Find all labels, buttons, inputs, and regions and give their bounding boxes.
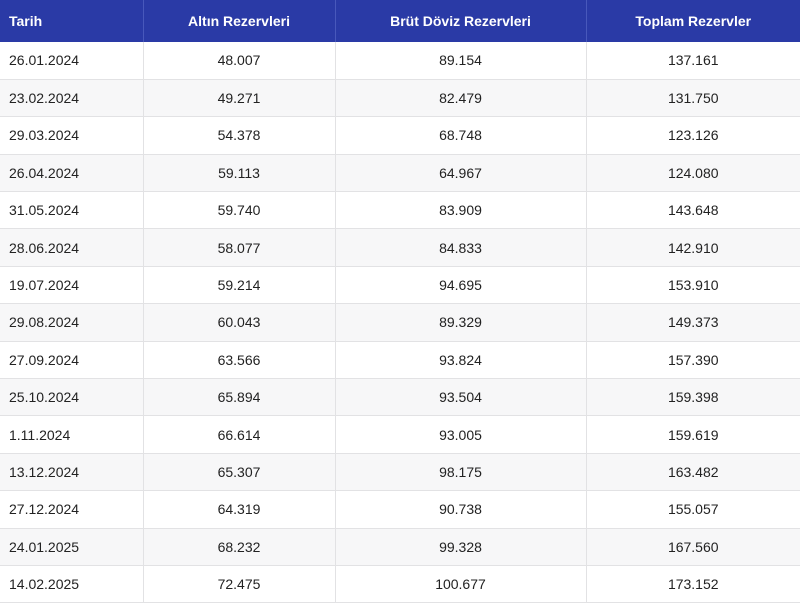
gold-reserves-cell: 65.307 [143, 453, 336, 492]
total-reserves-cell: 123.126 [586, 116, 800, 155]
gold-reserves-cell: 72.475 [143, 565, 336, 604]
date-cell: 13.12.2024 [0, 453, 144, 492]
total-reserves-cell: 167.560 [586, 528, 800, 566]
date-cell: 27.09.2024 [0, 341, 144, 380]
gross-fx-reserves-cell: 94.695 [335, 266, 587, 305]
gross-fx-reserves-cell: 89.329 [335, 303, 587, 342]
table-row: 26.04.2024 59.113 64.967 124.080 [0, 154, 800, 193]
total-reserves-cell: 155.057 [586, 490, 800, 529]
date-cell: 31.05.2024 [0, 191, 144, 230]
total-reserves-cell: 159.619 [586, 415, 800, 454]
total-reserves-cell: 159.398 [586, 378, 800, 417]
total-reserves-cell: 157.390 [586, 341, 800, 380]
gold-reserves-cell: 48.007 [143, 42, 336, 80]
date-cell: 1.11.2024 [0, 415, 144, 454]
total-reserves-cell: 137.161 [586, 42, 800, 80]
table-body: 26.01.2024 48.007 89.154 137.161 23.02.2024 4… [0, 42, 800, 604]
gross-fx-reserves-cell: 98.175 [335, 453, 587, 492]
table-header: Tarih Altın Rezervleri Brüt Döviz Rezerv… [0, 0, 800, 42]
table-row: 29.03.2024 54.378 68.748 123.126 [0, 116, 800, 155]
date-cell: 27.12.2024 [0, 490, 144, 529]
gross-fx-reserves-cell: 64.967 [335, 154, 587, 193]
table-row: 24.01.2025 68.232 99.328 167.560 [0, 528, 800, 566]
date-cell: 25.10.2024 [0, 378, 144, 417]
total-reserves-cell: 153.910 [586, 266, 800, 305]
table-row: 13.12.2024 65.307 98.175 163.482 [0, 453, 800, 492]
gold-reserves-cell: 58.077 [143, 228, 336, 267]
gold-reserves-cell: 68.232 [143, 528, 336, 566]
date-cell: 23.02.2024 [0, 79, 144, 118]
date-cell: 14.02.2025 [0, 565, 144, 604]
gold-reserves-cell: 54.378 [143, 116, 336, 155]
gross-fx-reserves-cell: 89.154 [335, 42, 587, 80]
table-row: 25.10.2024 65.894 93.504 159.398 [0, 378, 800, 417]
column-header-date: Tarih [0, 0, 144, 42]
table-row: 19.07.2024 59.214 94.695 153.910 [0, 266, 800, 305]
total-reserves-cell: 149.373 [586, 303, 800, 342]
total-reserves-cell: 143.648 [586, 191, 800, 230]
total-reserves-cell: 173.152 [586, 565, 800, 604]
column-header-gross-fx-reserves: Brüt Döviz Rezervleri [335, 0, 587, 42]
gross-fx-reserves-cell: 83.909 [335, 191, 587, 230]
table-row: 31.05.2024 59.740 83.909 143.648 [0, 191, 800, 230]
table-row: 27.09.2024 63.566 93.824 157.390 [0, 341, 800, 380]
column-header-total-reserves: Toplam Rezervler [586, 0, 800, 42]
gross-fx-reserves-cell: 93.824 [335, 341, 587, 380]
gross-fx-reserves-cell: 93.504 [335, 378, 587, 417]
gross-fx-reserves-cell: 90.738 [335, 490, 587, 529]
gold-reserves-cell: 59.214 [143, 266, 336, 305]
total-reserves-cell: 131.750 [586, 79, 800, 118]
date-cell: 29.08.2024 [0, 303, 144, 342]
table-row: 14.02.2025 72.475 100.677 173.152 [0, 565, 800, 604]
gold-reserves-cell: 66.614 [143, 415, 336, 454]
gold-reserves-cell: 59.740 [143, 191, 336, 230]
gold-reserves-cell: 65.894 [143, 378, 336, 417]
total-reserves-cell: 163.482 [586, 453, 800, 492]
date-cell: 28.06.2024 [0, 228, 144, 267]
gold-reserves-cell: 60.043 [143, 303, 336, 342]
gross-fx-reserves-cell: 68.748 [335, 116, 587, 155]
date-cell: 19.07.2024 [0, 266, 144, 305]
table-row: 1.11.2024 66.614 93.005 159.619 [0, 415, 800, 454]
date-cell: 26.01.2024 [0, 42, 144, 80]
gross-fx-reserves-cell: 82.479 [335, 79, 587, 118]
gross-fx-reserves-cell: 84.833 [335, 228, 587, 267]
gold-reserves-cell: 59.113 [143, 154, 336, 193]
table-row: 27.12.2024 64.319 90.738 155.057 [0, 490, 800, 529]
header-row: Tarih Altın Rezervleri Brüt Döviz Rezerv… [0, 0, 800, 42]
date-cell: 24.01.2025 [0, 528, 144, 566]
date-cell: 26.04.2024 [0, 154, 144, 193]
table-row: 28.06.2024 58.077 84.833 142.910 [0, 228, 800, 267]
gold-reserves-cell: 64.319 [143, 490, 336, 529]
table-row: 29.08.2024 60.043 89.329 149.373 [0, 303, 800, 342]
gold-reserves-cell: 49.271 [143, 79, 336, 118]
gold-reserves-cell: 63.566 [143, 341, 336, 380]
table-row: 26.01.2024 48.007 89.154 137.161 [0, 42, 800, 80]
date-cell: 29.03.2024 [0, 116, 144, 155]
gross-fx-reserves-cell: 100.677 [335, 565, 587, 604]
gross-fx-reserves-cell: 99.328 [335, 528, 587, 566]
column-header-gold-reserves: Altın Rezervleri [143, 0, 336, 42]
gross-fx-reserves-cell: 93.005 [335, 415, 587, 454]
total-reserves-cell: 142.910 [586, 228, 800, 267]
table-row: 23.02.2024 49.271 82.479 131.750 [0, 79, 800, 118]
total-reserves-cell: 124.080 [586, 154, 800, 193]
